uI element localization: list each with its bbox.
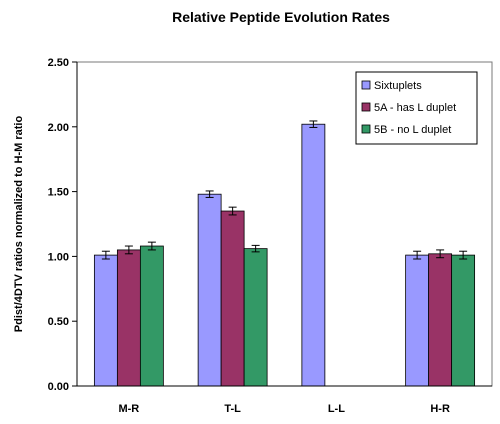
x-tick-label: M-R <box>118 403 139 415</box>
chart-title: Relative Peptide Evolution Rates <box>172 9 390 25</box>
y-tick-label: 1.50 <box>48 187 69 199</box>
y-tick-label: 2.00 <box>48 122 69 134</box>
legend-label: 5B - no L duplet <box>374 124 451 136</box>
legend-box <box>355 71 478 145</box>
legend-label: 5A - has L duplet <box>374 102 456 114</box>
y-tick-label: 1.00 <box>48 251 69 263</box>
x-tick-label: L-L <box>328 403 345 415</box>
legend-label: Sixtuplets <box>374 80 422 92</box>
y-tick-label: 0.00 <box>48 381 69 393</box>
bar <box>405 254 430 387</box>
y-tick-label: 2.50 <box>48 57 69 69</box>
bar <box>428 253 453 387</box>
x-tick-label: T-L <box>224 403 241 415</box>
bar <box>243 248 268 387</box>
bar <box>139 245 164 387</box>
bar <box>220 210 245 387</box>
bar <box>116 249 141 387</box>
bar <box>197 193 222 387</box>
x-tick-label: H-R <box>430 403 450 415</box>
y-tick-label: 0.50 <box>48 316 69 328</box>
legend-swatch <box>361 124 371 134</box>
bar <box>451 254 476 387</box>
bar <box>301 123 326 387</box>
legend-swatch <box>361 102 371 112</box>
bar <box>93 254 118 387</box>
legend-swatch <box>361 80 371 90</box>
